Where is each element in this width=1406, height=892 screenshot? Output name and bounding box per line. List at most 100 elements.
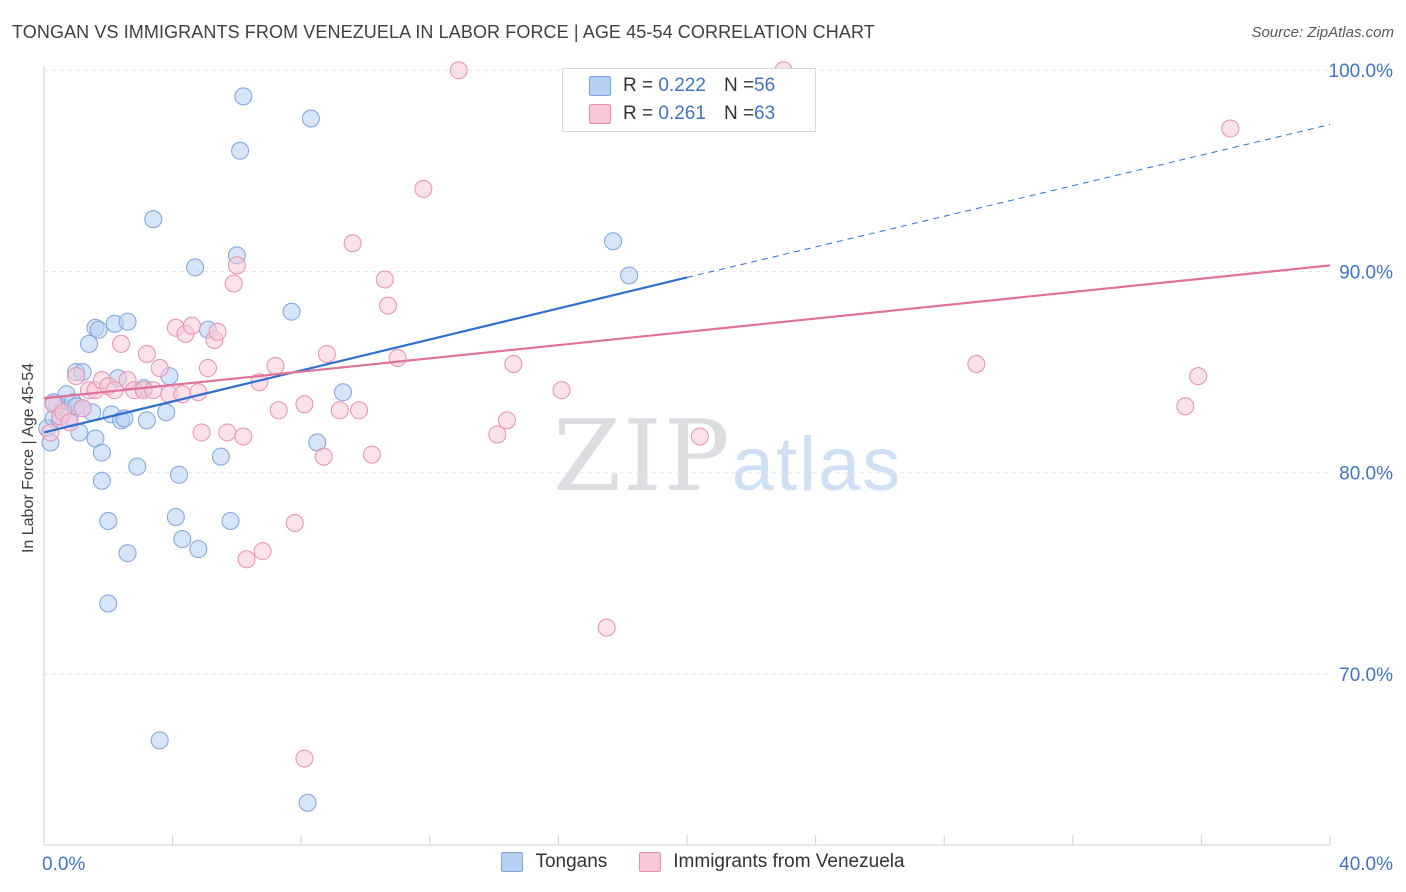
venezuela-point <box>488 425 507 444</box>
venezuela-point <box>552 381 571 400</box>
legend-n-value-venezuela: 63 <box>754 103 776 124</box>
tongans-trend-line <box>43 276 688 434</box>
tongans-point <box>234 87 253 106</box>
legend-item-tongans: Tongans <box>501 851 607 873</box>
x-tick-label: 40.0% <box>1339 854 1393 875</box>
venezuela-point <box>137 344 156 363</box>
tongans-trend-line-extension <box>686 124 1331 278</box>
y-axis-label: In Labor Force | Age 45-54 <box>20 362 37 554</box>
y-tick-label: 80.0% <box>1339 464 1393 485</box>
tongans-point <box>92 471 111 490</box>
tongans-point <box>282 302 301 321</box>
venezuela-point <box>967 355 986 374</box>
venezuela-point <box>112 334 131 353</box>
legend-n-value-tongans: 56 <box>754 75 776 96</box>
legend-n-label-tongans: N = <box>723 75 755 96</box>
venezuela-point <box>67 367 86 386</box>
venezuela-point <box>192 423 211 442</box>
venezuela-point <box>227 256 246 275</box>
venezuela-point <box>690 427 709 446</box>
venezuela-point <box>379 296 398 315</box>
venezuela-point <box>208 322 227 341</box>
legend-r-value-venezuela: 0.261 <box>658 103 706 124</box>
tongans-point <box>333 383 352 402</box>
venezuela-trend-line <box>43 264 1331 400</box>
tongans-point <box>298 793 317 812</box>
venezuela-point <box>362 445 381 464</box>
legend-row-venezuela: R = 0.261 N = 63 <box>589 101 775 127</box>
venezuela-point <box>330 401 349 420</box>
venezuela-point <box>189 383 208 402</box>
tongans-point <box>150 731 169 750</box>
series-legend: Tongans Immigrants from Venezuela <box>0 851 1406 873</box>
legend-swatch-tongans <box>589 76 611 96</box>
tongans-point <box>173 530 192 549</box>
tongans-point <box>99 511 118 530</box>
x-tick-label: 0.0% <box>42 854 85 875</box>
tongans-point <box>80 334 99 353</box>
venezuela-point <box>253 542 272 561</box>
tongans-point <box>211 447 230 466</box>
venezuela-point <box>285 514 304 532</box>
tongans-point <box>604 232 623 251</box>
tongans-point <box>221 511 240 530</box>
venezuela-point <box>1176 397 1195 416</box>
tongans-point <box>118 312 137 331</box>
venezuela-point <box>597 618 616 637</box>
venezuela-point <box>237 550 256 569</box>
tongans-point <box>89 320 108 339</box>
venezuela-point <box>497 411 516 430</box>
tongans-point <box>99 594 118 613</box>
tongans-point <box>301 109 320 128</box>
venezuela-point <box>1189 367 1208 386</box>
y-tick-label: 100.0% <box>1329 61 1394 82</box>
legend-row-tongans: R = 0.222 N = 56 <box>589 73 775 99</box>
stats-legend: R = 0.222 N = 56 R = 0.261 N = 63 <box>562 68 816 132</box>
tongans-point <box>128 457 147 476</box>
venezuela-point <box>234 427 253 446</box>
legend-r-value-tongans: 0.222 <box>658 75 706 96</box>
venezuela-point <box>375 270 394 289</box>
venezuela-point <box>73 399 92 418</box>
y-tick-label: 90.0% <box>1339 262 1393 283</box>
tongans-point <box>170 465 189 484</box>
venezuela-point <box>144 381 163 400</box>
tongans-point <box>189 540 208 559</box>
venezuela-point <box>317 344 336 363</box>
venezuela-point <box>504 355 523 374</box>
venezuela-point <box>414 179 433 198</box>
legend-item-venezuela: Immigrants from Venezuela <box>639 851 905 873</box>
legend-swatch-venezuela <box>589 104 611 124</box>
y-tick-label: 70.0% <box>1339 665 1393 686</box>
venezuela-point <box>198 359 217 378</box>
tongans-point <box>166 507 185 526</box>
venezuela-point <box>41 423 60 442</box>
venezuela-point <box>314 447 333 466</box>
tongans-point <box>186 258 205 277</box>
legend-r-label-tongans: R = <box>623 75 654 96</box>
tongans-point <box>118 544 137 563</box>
legend-key-venezuela <box>639 852 662 872</box>
legend-n-label-venezuela: N = <box>723 103 755 124</box>
chart-title: TONGAN VS IMMIGRANTS FROM VENEZUELA IN L… <box>12 22 875 42</box>
tongans-point <box>157 403 176 422</box>
legend-key-tongans <box>501 852 524 872</box>
venezuela-point <box>182 316 201 335</box>
venezuela-point <box>224 274 243 293</box>
venezuela-point <box>266 357 285 376</box>
legend-r-label-venezuela: R = <box>623 103 654 124</box>
venezuela-point <box>350 401 369 420</box>
source-credit: Source: ZipAtlas.com <box>1251 24 1394 41</box>
legend-text-venezuela: Immigrants from Venezuela <box>673 851 905 872</box>
tongans-point <box>231 141 250 160</box>
tongans-point <box>137 411 156 430</box>
tongans-point <box>620 266 639 285</box>
venezuela-point <box>269 401 288 420</box>
venezuela-point <box>1221 119 1240 138</box>
venezuela-point <box>343 234 362 253</box>
legend-text-tongans: Tongans <box>535 851 608 872</box>
tongans-point <box>144 210 163 229</box>
venezuela-point <box>218 423 237 442</box>
venezuela-point <box>388 348 407 367</box>
